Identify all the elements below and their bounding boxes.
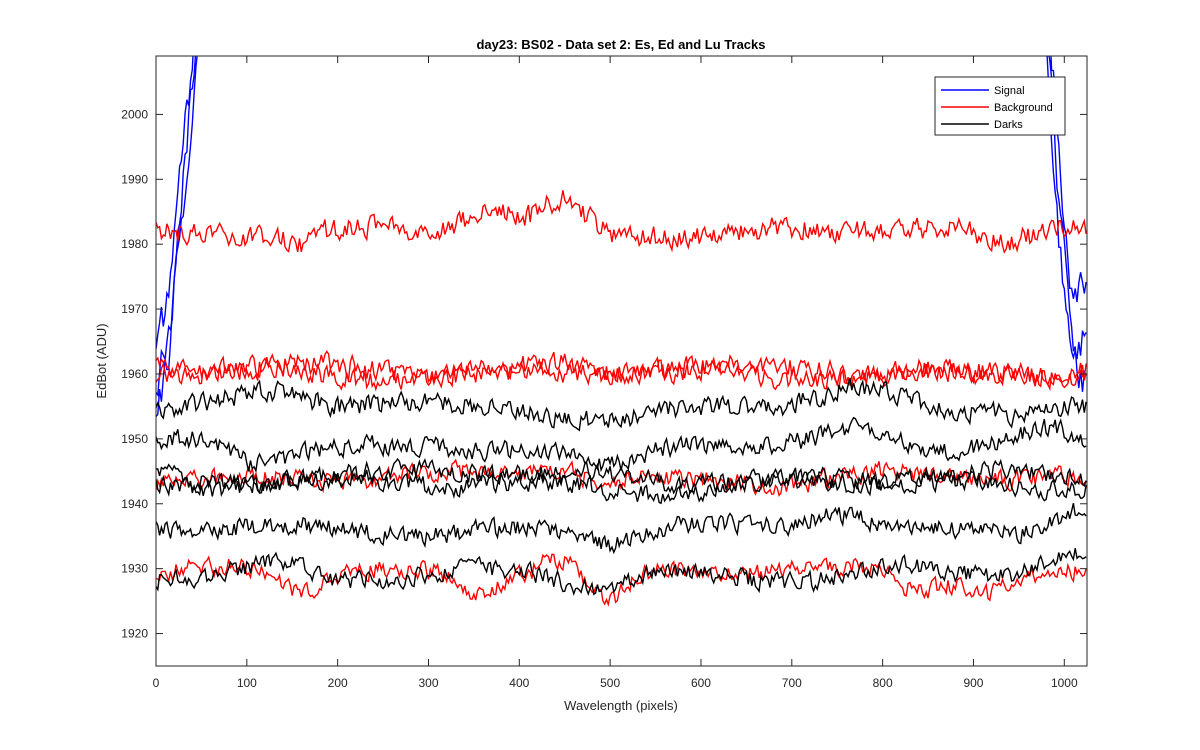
legend: Signal Background Darks [934, 76, 1066, 136]
x-tick-label: 800 [873, 676, 893, 690]
series-line-background [618, 665, 620, 666]
series-line-background [156, 458, 1087, 497]
x-tick-label: 700 [782, 676, 802, 690]
chart-title: day23: BS02 - Data set 2: Es, Ed and Lu … [476, 37, 765, 52]
y-tick-label: 1960 [121, 367, 148, 381]
y-tick-label: 1970 [121, 302, 148, 316]
x-tick-label: 600 [691, 676, 711, 690]
legend-label-darks: Darks [994, 119, 1023, 131]
x-tick-label: 300 [418, 676, 438, 690]
plot-frame [155, 55, 1088, 667]
y-tick-label: 2000 [121, 107, 148, 121]
series-line-background [156, 353, 1087, 392]
series-line-darks [156, 416, 1087, 474]
x-tick-label: 1000 [1051, 676, 1078, 690]
series-line-darks [156, 457, 1087, 495]
series-line-signal [156, 56, 198, 397]
series-line-darks [156, 377, 1087, 432]
series-line-darks [156, 465, 1087, 505]
series-line-signal [156, 56, 194, 350]
legend-label-background: Background [994, 102, 1053, 114]
series-layer [156, 56, 1087, 666]
y-axis-label: EdBot (ADU) [94, 323, 109, 398]
x-tick-label: 900 [963, 676, 983, 690]
x-tick-label: 400 [509, 676, 529, 690]
y-tick-label: 1990 [121, 172, 148, 186]
y-tick-label: 1930 [121, 562, 148, 576]
series-line-signal [156, 56, 197, 418]
series-line-background [156, 553, 1087, 607]
series-line-darks [156, 503, 1087, 555]
series-line-background [156, 190, 1087, 254]
series-line-signal [1046, 56, 1087, 361]
x-axis-label: Wavelength (pixels) [564, 698, 678, 713]
y-tick-label: 1980 [121, 237, 148, 251]
series-line-darks [156, 548, 1087, 597]
series-line-background [156, 350, 1087, 392]
y-axis: 1920 1930 1940 1950 1960 1970 1980 1990 2000 [121, 107, 1087, 641]
x-axis: 0 100 200 300 400 500 600 700 800 900 1000 [153, 56, 1078, 690]
y-tick-label: 1920 [121, 627, 148, 641]
x-tick-label: 200 [328, 676, 348, 690]
x-tick-label: 0 [153, 676, 160, 690]
x-tick-label: 500 [600, 676, 620, 690]
legend-box [934, 76, 1066, 136]
legend-label-signal: Signal [994, 85, 1025, 97]
y-tick-label: 1940 [121, 497, 148, 511]
y-tick-label: 1950 [121, 432, 148, 446]
x-tick-label: 100 [237, 676, 257, 690]
